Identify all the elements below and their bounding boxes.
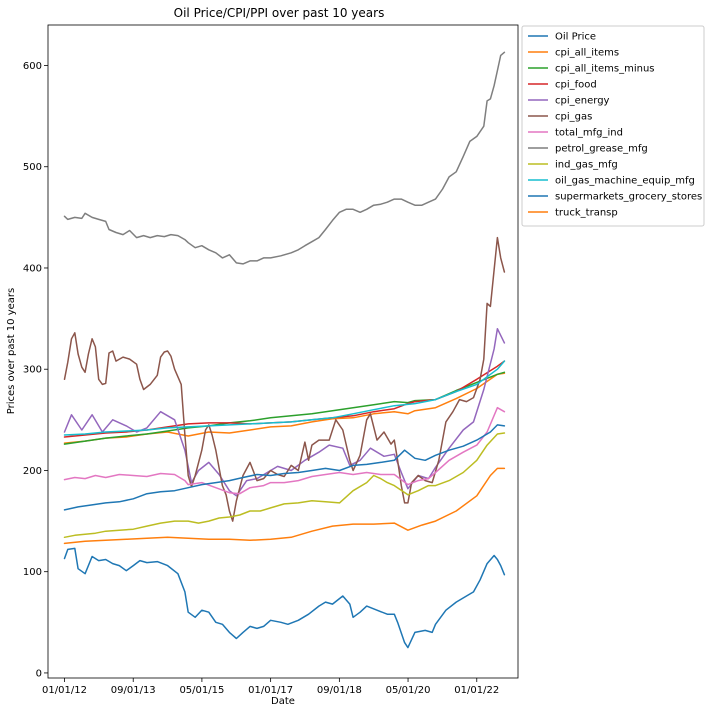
- legend-item: cpi_all_items: [528, 48, 619, 59]
- legend-label: cpi_all_items_minus: [555, 64, 655, 75]
- legend-item: truck_transp: [528, 208, 618, 219]
- legend: Oil Price cpi_all_items cpi_all_items_minu…: [521, 25, 705, 227]
- legend-item: oil_gas_machine_equip_mfg: [528, 176, 695, 187]
- legend-item: total_mfg_ind: [528, 128, 623, 139]
- legend-label: total_mfg_ind: [555, 128, 623, 139]
- chart-title: Oil Price/CPI/PPI over past 10 years: [174, 6, 385, 20]
- legend-label: Oil Price: [555, 32, 596, 43]
- plot-frame: [47, 24, 519, 679]
- y-tick-label: 500: [23, 162, 42, 173]
- series-line-truck-transp: [63, 467, 506, 545]
- legend-item: cpi_energy: [528, 96, 610, 107]
- legend-label: ind_gas_mfg: [555, 160, 618, 171]
- legend-item: Oil Price: [528, 32, 596, 43]
- x-tick-label: 01/01/17: [248, 685, 293, 696]
- x-tick-label: 09/01/13: [111, 685, 156, 696]
- x-axis: 01/01/12 09/01/13 05/01/15 01/01/17 09/01/18…: [42, 678, 499, 696]
- x-axis-label: Date: [271, 696, 295, 707]
- legend-label: supermarkets_grocery_stores: [555, 192, 702, 203]
- legend-label: petrol_grease_mfg: [555, 144, 648, 155]
- x-tick-label: 01/01/22: [454, 685, 499, 696]
- y-tick-label: 300: [23, 365, 42, 376]
- legend-item: supermarkets_grocery_stores: [528, 192, 702, 203]
- legend-label: cpi_energy: [555, 96, 610, 107]
- legend-item: cpi_all_items_minus: [528, 64, 655, 75]
- legend-label: oil_gas_machine_equip_mfg: [555, 176, 695, 187]
- x-tick-label: 01/01/12: [42, 685, 87, 696]
- series-line-total-mfg-ind: [63, 406, 506, 495]
- legend-label: truck_transp: [555, 208, 618, 219]
- legend-label: cpi_food: [555, 80, 597, 91]
- y-tick-label: 0: [36, 668, 42, 679]
- plot-area: [48, 25, 518, 678]
- x-tick-label: 09/01/18: [317, 685, 362, 696]
- legend-label: cpi_all_items: [555, 48, 619, 59]
- series-line-cpi-energy: [63, 327, 506, 497]
- x-tick-label: 05/01/20: [386, 685, 431, 696]
- series-lines: [63, 51, 506, 649]
- legend-item: cpi_food: [528, 80, 597, 91]
- legend-item: petrol_grease_mfg: [528, 144, 648, 155]
- legend-frame: [521, 25, 705, 227]
- y-tick-label: 100: [23, 567, 42, 578]
- legend-item: ind_gas_mfg: [528, 160, 618, 171]
- series-line-ind-gas-mfg: [63, 432, 506, 539]
- series-line-oil-gas-machine-equip-mfg: [63, 360, 506, 436]
- series-line-oil-price: [63, 547, 506, 649]
- y-axis: 0 100 200 300 400 500 600: [23, 61, 48, 679]
- series-line-cpi-gas: [63, 236, 506, 522]
- series-line-petrol-grease-mfg: [63, 51, 506, 265]
- y-axis-label: Prices over past 10 years: [6, 288, 17, 414]
- legend-label: cpi_gas: [555, 112, 592, 123]
- y-tick-label: 200: [23, 466, 42, 477]
- series-line-supermarkets-grocery-stores: [63, 424, 506, 511]
- x-tick-label: 05/01/15: [179, 685, 224, 696]
- legend-item: cpi_gas: [528, 112, 592, 123]
- y-tick-label: 600: [23, 61, 42, 72]
- y-tick-label: 400: [23, 263, 42, 274]
